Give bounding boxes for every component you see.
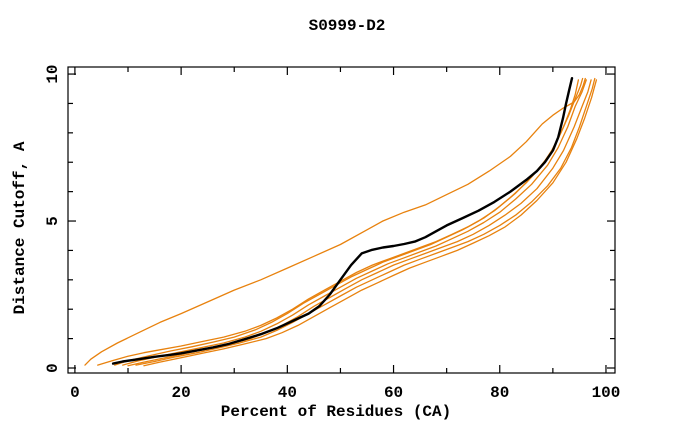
y-axis-label: Distance Cutoff, A — [11, 141, 29, 314]
plot-border — [67, 66, 616, 374]
x-tick-label: 20 — [172, 384, 191, 402]
x-tick-label: 80 — [490, 384, 509, 402]
chart-title: S0999-D2 — [309, 17, 386, 35]
series-model-5 — [127, 79, 592, 367]
series-model-7 — [143, 79, 598, 367]
x-tick-label: 40 — [278, 384, 297, 402]
y-tick-label: 10 — [44, 64, 62, 83]
x-tick-label: 100 — [592, 384, 621, 402]
y-tick-label: 5 — [44, 216, 62, 226]
x-axis-label: Percent of Residues (CA) — [221, 403, 451, 421]
series-model-2 — [97, 79, 580, 366]
series-model-1-outlier — [84, 77, 586, 366]
series-model-6 — [135, 77, 596, 366]
x-tick-label: 0 — [70, 384, 80, 402]
y-tick-label: 0 — [44, 363, 62, 373]
x-tick-label: 60 — [384, 384, 403, 402]
series-model-4 — [122, 79, 587, 366]
series-target — [111, 76, 574, 365]
